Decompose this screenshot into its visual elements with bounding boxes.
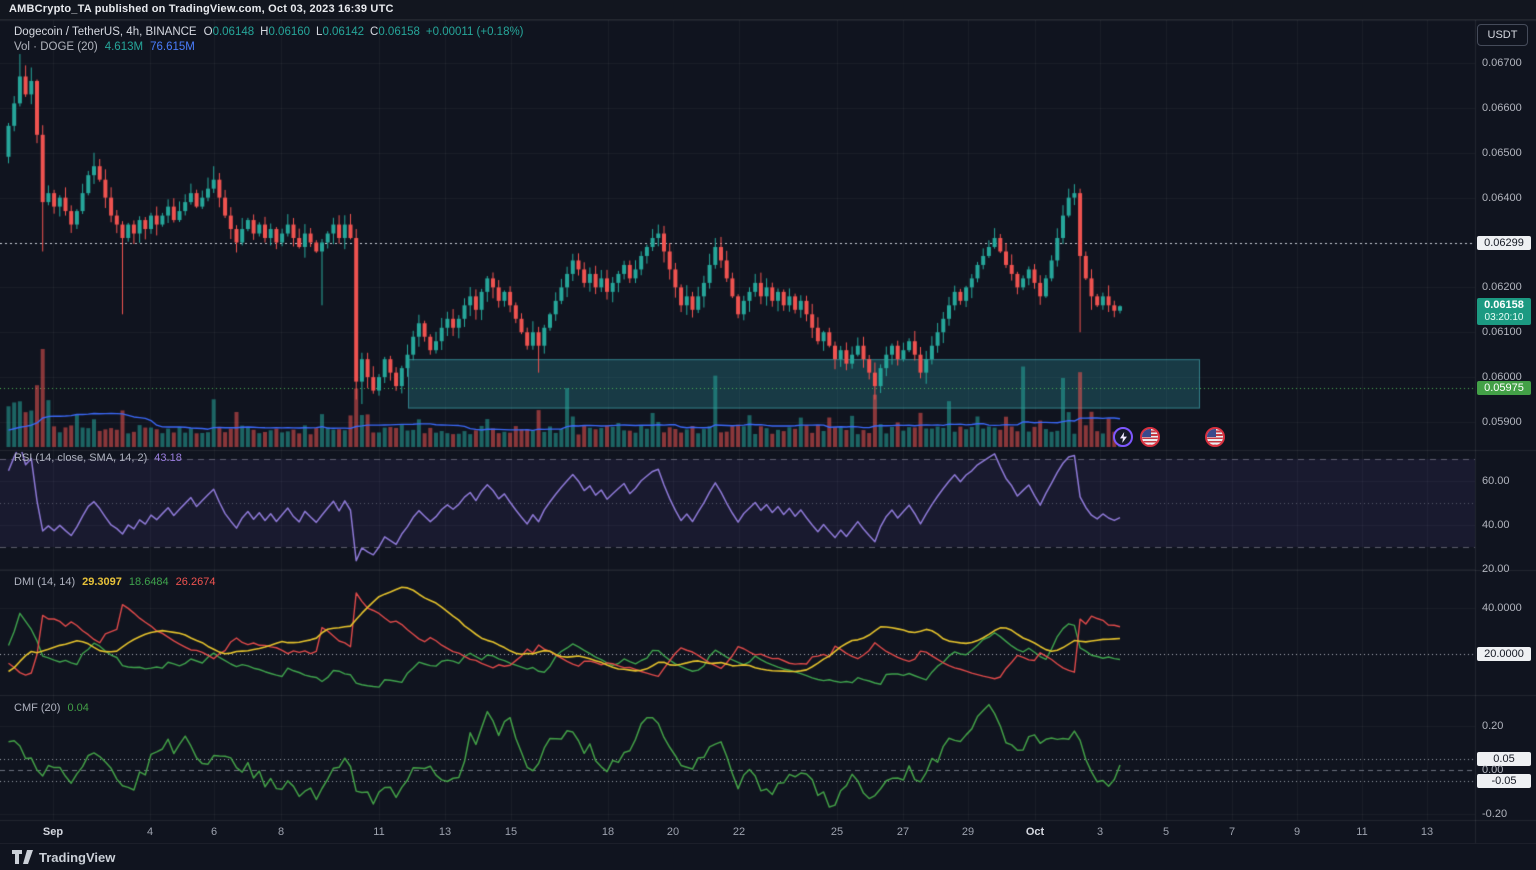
time-axis-tick: 5: [1162, 826, 1170, 838]
dmi-minus-di-value: 26.2674: [175, 576, 216, 588]
volume-value: 4.613M: [104, 41, 144, 53]
us-flag-event-icon[interactable]: [1205, 427, 1225, 447]
dmi-plus-di-value: 18.6484: [128, 576, 169, 588]
price-axis-label: 0.05900: [1482, 416, 1522, 428]
publish-text: AMBCrypto_TA published on TradingView.co…: [9, 3, 394, 15]
cmf-axis-label: -0.20: [1482, 808, 1508, 820]
time-axis-tick: 20: [666, 826, 680, 838]
volume-ma-value: 76.615M: [150, 41, 195, 53]
cmf-axis-label: -0.05: [1477, 774, 1531, 788]
tradingview-logo[interactable]: TradingView: [12, 850, 115, 865]
low-label: L: [316, 26, 323, 38]
price-axis-label: 0.06700: [1482, 57, 1522, 69]
time-axis-tick: 3: [1096, 826, 1104, 838]
symbol-title[interactable]: Dogecoin / TetherUS, 4h, BINANCE: [14, 26, 197, 38]
bar-countdown: 03:20:10: [1484, 312, 1524, 324]
cmf-axis-label: 0.20: [1482, 720, 1504, 732]
dmi-legend-row: DMI (14, 14) 29.3097 18.6484 26.2674: [14, 576, 215, 588]
high-value: 0.06160: [268, 26, 311, 38]
time-axis-tick: 6: [210, 826, 218, 838]
volume-legend-row: Vol · DOGE (20) 4.613M 76.615M: [14, 40, 524, 54]
time-axis-tick: 11: [1356, 826, 1368, 838]
ohlc-values: O0.06148 H0.06160 L0.06142 C0.06158 +0.0…: [204, 26, 524, 38]
price-axis-label: 0.06000: [1482, 371, 1522, 384]
support-badge: 0.05975: [1477, 381, 1531, 396]
time-axis-tick: 4: [146, 826, 154, 838]
dmi-axis-label: 20.0000: [1477, 647, 1531, 661]
level-badge: 0.06299: [1477, 235, 1531, 250]
publish-bar: AMBCrypto_TA published on TradingView.co…: [0, 0, 1536, 20]
cmf-legend-row: CMF (20) 0.04: [14, 702, 89, 714]
dmi-axis-label: 40.0000: [1482, 602, 1522, 614]
time-axis-tick: 18: [601, 826, 615, 838]
price-axis-label: 0.06500: [1482, 146, 1522, 159]
last-price-badge: 0.06158 03:20:10: [1477, 298, 1531, 326]
time-axis-tick: 22: [732, 826, 746, 838]
cmf-value: 0.04: [67, 702, 89, 714]
time-axis-tick: 13: [438, 826, 452, 838]
rsi-legend-row: RSI (14, close, SMA, 14, 2) 43.18: [14, 452, 182, 464]
time-axis-tick: 25: [830, 826, 844, 838]
change-value: +0.00011 (+0.18%): [425, 26, 524, 38]
rsi-axis-label: 40.00: [1482, 519, 1510, 531]
main-legend: Dogecoin / TetherUS, 4h, BINANCE O0.0614…: [14, 25, 524, 54]
high-label: H: [260, 26, 269, 38]
rsi-axis-label: 20.00: [1482, 563, 1510, 575]
time-axis-tick: 15: [504, 826, 518, 838]
symbol-legend-row: Dogecoin / TetherUS, 4h, BINANCE O0.0614…: [14, 25, 524, 39]
cmf-title[interactable]: CMF (20): [14, 702, 61, 714]
price-axis-label: 0.06100: [1482, 326, 1522, 339]
bottom-bar: TradingView: [0, 843, 1536, 870]
time-axis-tick: 11: [373, 826, 385, 838]
open-value: 0.06148: [212, 26, 255, 38]
lightning-event-icon[interactable]: [1113, 427, 1133, 447]
price-axis-label: 0.06200: [1482, 281, 1522, 294]
cmf-axis-label: 0.00: [1482, 764, 1504, 776]
time-axis-tick: Sep: [42, 826, 64, 838]
volume-title[interactable]: Vol · DOGE (20): [14, 41, 98, 53]
time-axis-tick: 8: [277, 826, 285, 838]
close-label: C: [370, 26, 379, 38]
dmi-title[interactable]: DMI (14, 14): [14, 576, 76, 588]
price-axis-label: 0.06400: [1482, 191, 1522, 204]
tradingview-logo-text: TradingView: [39, 850, 116, 865]
time-axis-tick: 27: [896, 826, 910, 838]
us-flag-event-icon[interactable]: [1140, 427, 1160, 447]
time-axis-tick: 13: [1420, 826, 1434, 838]
rsi-title[interactable]: RSI (14, close, SMA, 14, 2): [14, 452, 148, 464]
time-axis-tick: 9: [1293, 826, 1301, 838]
rsi-axis-label: 60.00: [1482, 475, 1510, 487]
price-axis-label: 0.06600: [1482, 101, 1522, 114]
currency-toggle-button[interactable]: USDT: [1477, 24, 1528, 46]
tradingview-logo-icon: [12, 850, 33, 864]
last-price-value: 0.06158: [1484, 299, 1524, 312]
cmf-axis-label: 0.05: [1477, 752, 1531, 766]
dmi-adx-value: 29.3097: [82, 576, 122, 588]
open-label: O: [203, 26, 213, 38]
rsi-value: 43.18: [154, 452, 182, 464]
low-value: 0.06142: [322, 26, 365, 38]
time-axis-tick: Oct: [1025, 826, 1045, 838]
close-value: 0.06158: [378, 26, 420, 38]
time-axis-tick: 29: [961, 826, 975, 838]
time-axis-tick: 7: [1228, 826, 1236, 838]
